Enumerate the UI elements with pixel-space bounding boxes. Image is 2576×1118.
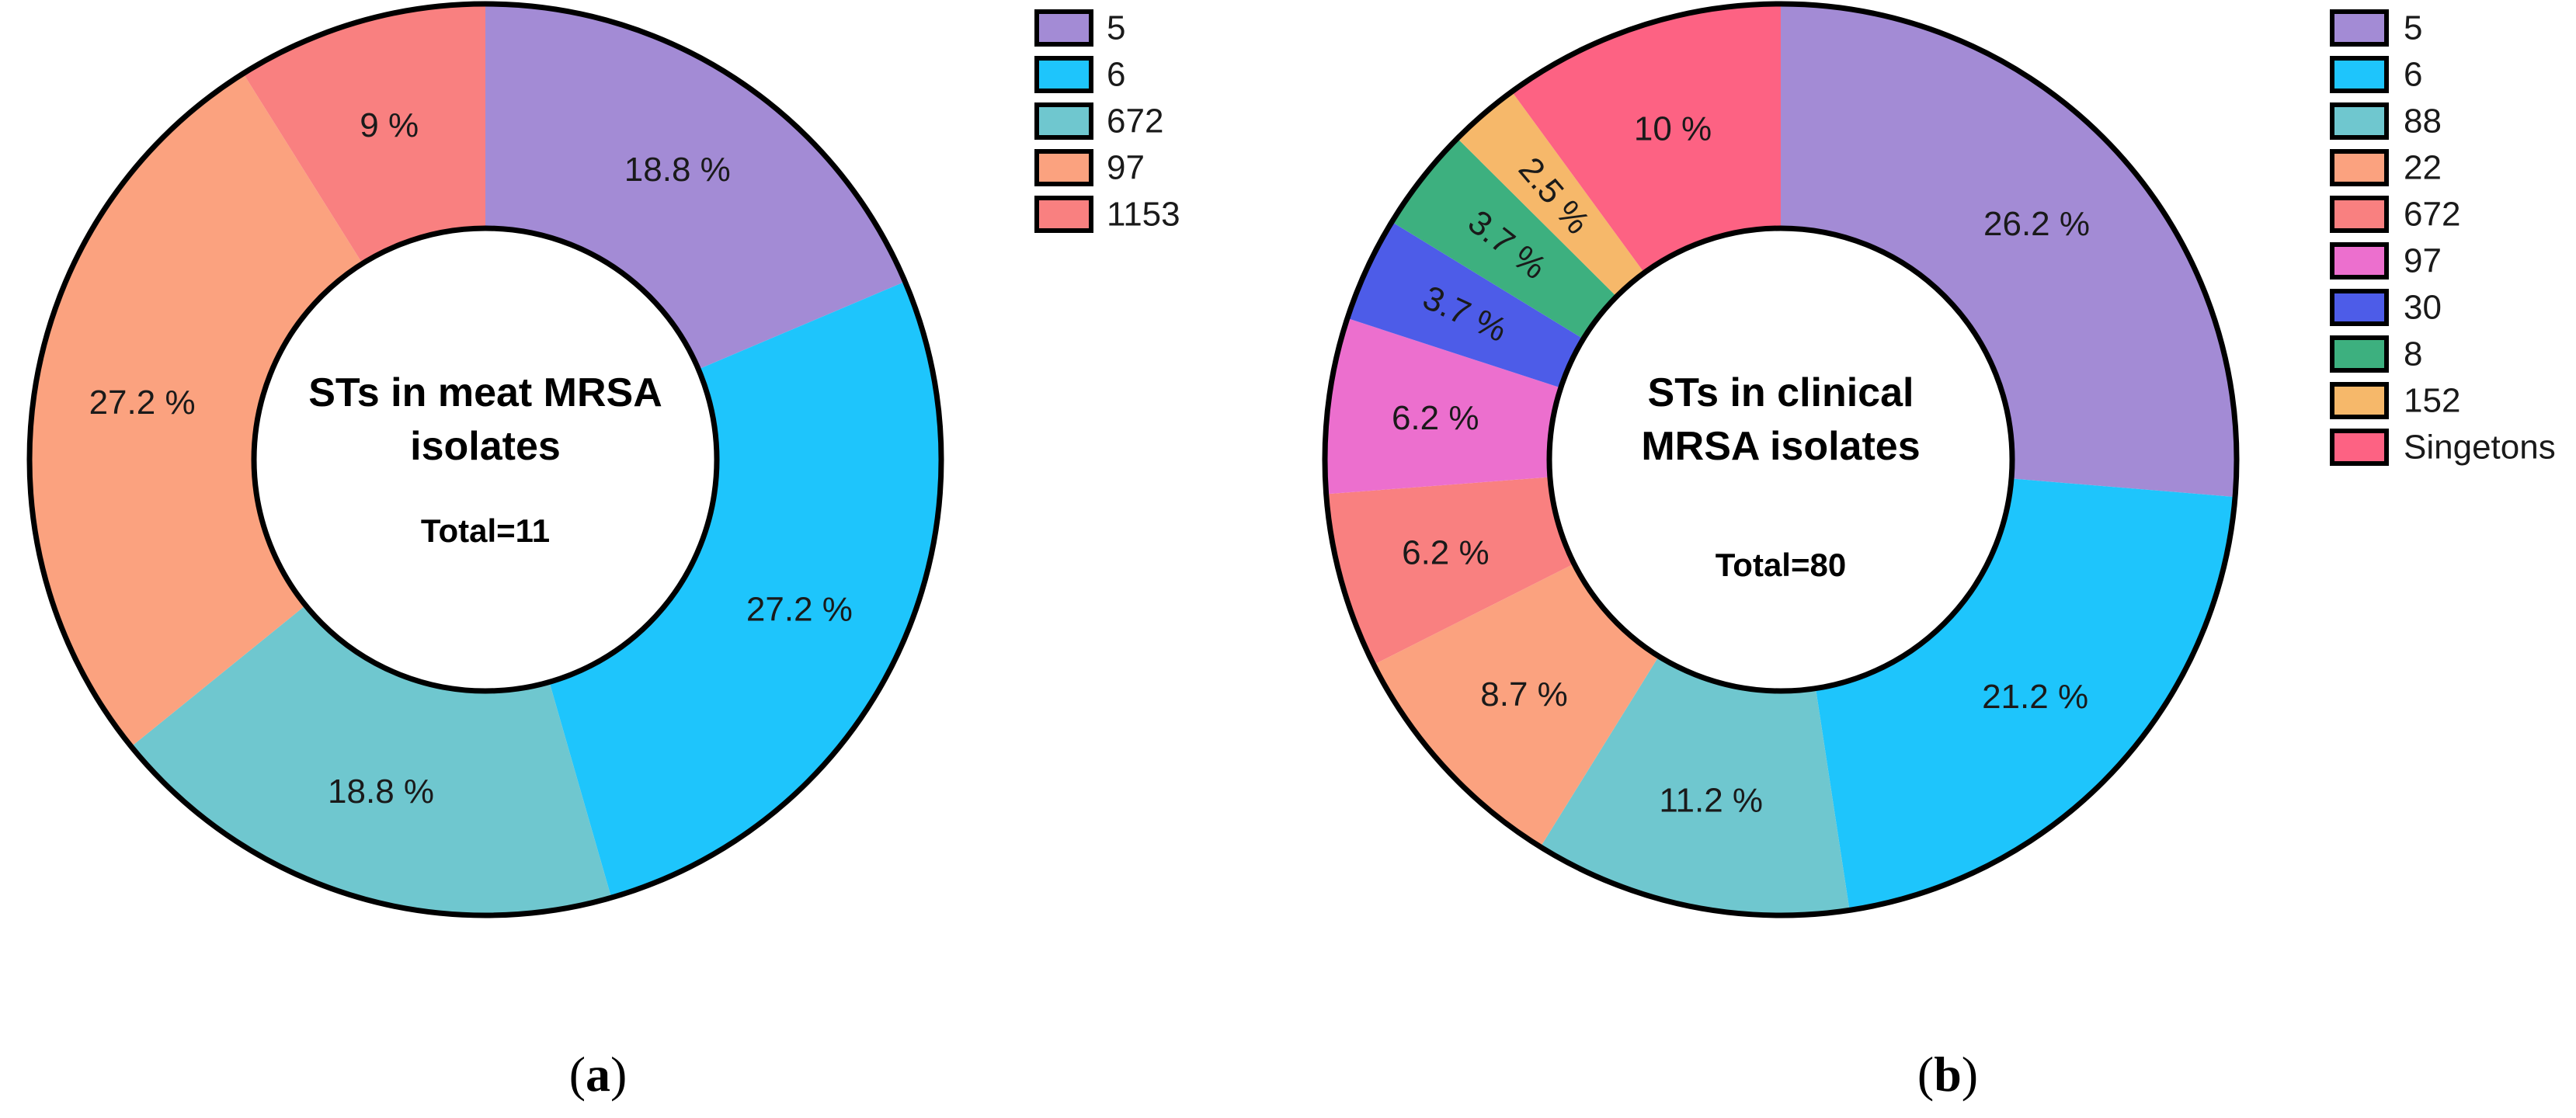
legend-swatch-8 <box>2330 335 2389 373</box>
slice-label-97: 27.2 % <box>89 384 196 422</box>
legend-swatch-22 <box>2330 149 2389 186</box>
chart-b: 26.2 %21.2 %11.2 %8.7 %6.2 %6.2 %3.7 %3.… <box>1322 1 2556 1102</box>
legend-label-22: 22 <box>2404 149 2442 187</box>
legend-swatch-97 <box>1034 149 1093 186</box>
slice-30 <box>1347 221 1583 388</box>
slice-label-88: 11.2 % <box>1659 781 1763 819</box>
legend-label-30: 30 <box>2404 289 2442 327</box>
slice-97 <box>1325 318 1561 495</box>
slice-label-5: 26.2 % <box>1983 205 2090 243</box>
legend-label-1153: 1153 <box>1107 196 1180 234</box>
slice-6 <box>1815 478 2236 911</box>
legend-swatch-6 <box>1034 56 1093 93</box>
legend-label-672: 672 <box>2404 196 2460 234</box>
slice-6 <box>549 281 941 898</box>
slice-label-1153: 9 % <box>360 106 419 144</box>
legend-swatch-5 <box>2330 9 2389 47</box>
center-total: Total=80 <box>1716 547 1846 583</box>
chart-a: 18.8 % 27.2 % 18.8 % 27.2 % 9 % STs in meat M… <box>26 1 1180 1102</box>
legend-swatch-88 <box>2330 102 2389 140</box>
legend-label-88: 88 <box>2404 102 2442 141</box>
slice-label-5: 18.8 % <box>624 151 731 189</box>
legend-swatch-6 <box>2330 56 2389 93</box>
slice-label-97: 6.2 % <box>1392 399 1479 437</box>
legend-swatch-5 <box>1034 9 1093 47</box>
donut-outer-ring <box>1322 1 2240 918</box>
center-title-line-1: STs in meat MRSA <box>308 370 662 415</box>
panel-label-a: (a) <box>569 1047 627 1102</box>
slice-152 <box>1457 91 1645 297</box>
donut-inner-ring <box>1546 225 2015 694</box>
center-title-line-2: MRSA isolates <box>1641 424 1920 469</box>
legend-swatch-97 <box>2330 242 2389 280</box>
center-title-line-1: STs in clinical <box>1648 370 1914 415</box>
donut-inner-ring <box>251 225 720 694</box>
slice-label-672: 6.2 % <box>1402 534 1490 572</box>
legend-swatch-Singetons <box>2330 429 2389 466</box>
legend-label-152: 152 <box>2404 382 2460 420</box>
legend-label-5: 5 <box>2404 9 2422 47</box>
legend-swatch-672 <box>2330 196 2389 233</box>
legend-swatch-672 <box>1034 102 1093 140</box>
legend-swatch-1153 <box>1034 196 1093 233</box>
slice-1153 <box>243 4 485 264</box>
legend-label-5: 5 <box>1107 9 1125 47</box>
slice-label-Singetons: 10 % <box>1634 110 1712 148</box>
slice-label-6: 21.2 % <box>1982 678 2088 716</box>
slice-97 <box>29 73 363 747</box>
legend-label-672: 672 <box>1107 102 1163 141</box>
legend-label-97: 97 <box>1107 149 1145 187</box>
slice-label-6: 27.2 % <box>746 590 853 628</box>
legend-label-6: 6 <box>2404 56 2422 94</box>
center-title-line-2: isolates <box>410 424 561 469</box>
legend-label-8: 8 <box>2404 335 2422 373</box>
legend-swatch-30 <box>2330 289 2389 326</box>
slice-Singetons <box>1511 4 1781 273</box>
slice-88 <box>1540 656 1850 915</box>
slice-label-22: 8.7 % <box>1480 675 1568 714</box>
center-total: Total=11 <box>421 512 550 549</box>
slice-672 <box>1326 477 1574 665</box>
slice-label-672: 18.8 % <box>328 773 434 811</box>
legend-label-97: 97 <box>2404 242 2442 280</box>
slice-672 <box>131 605 612 916</box>
slice-8 <box>1392 138 1617 339</box>
legend-label-Singetons: Singetons <box>2404 429 2556 467</box>
legend-swatch-152 <box>2330 382 2389 419</box>
slice-5 <box>1781 4 2237 498</box>
donut-outer-ring <box>26 1 944 918</box>
slice-5 <box>485 4 906 370</box>
panel-label-b: (b) <box>1917 1047 1978 1102</box>
slice-22 <box>1373 564 1659 847</box>
legend-label-6: 6 <box>1107 56 1125 94</box>
